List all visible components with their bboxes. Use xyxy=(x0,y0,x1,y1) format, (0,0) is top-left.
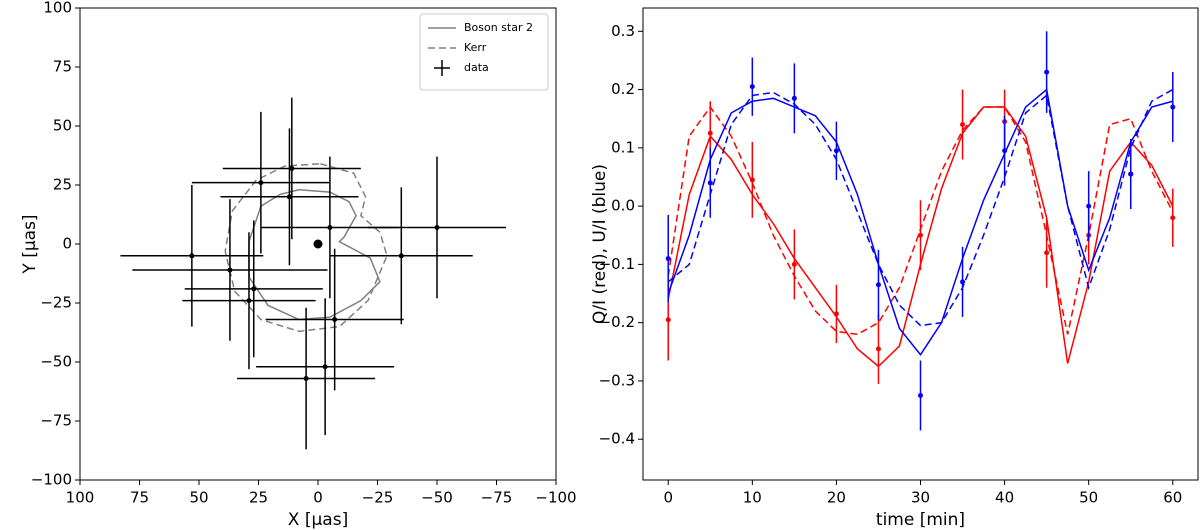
y-tick-label: −0.4 xyxy=(599,430,635,448)
y-tick-label: 0.2 xyxy=(611,80,635,98)
y-tick-label: 0.1 xyxy=(611,138,635,156)
x-tick-label: 25 xyxy=(249,489,268,507)
data-point xyxy=(918,393,923,399)
y-tick-label: 0.3 xyxy=(611,22,635,40)
data-point xyxy=(707,180,713,186)
y-tick-label: −100 xyxy=(31,471,72,489)
data-point xyxy=(227,267,233,273)
x-tick-label: 50 xyxy=(189,489,208,507)
x-tick-label: −50 xyxy=(421,489,453,507)
y-tick-label: −50 xyxy=(40,353,72,371)
x-tick-label: 60 xyxy=(1163,489,1182,507)
y-tick-label: −25 xyxy=(40,294,72,312)
data-point xyxy=(1002,148,1008,154)
data-point xyxy=(1086,203,1092,209)
x-axis-label: time [min] xyxy=(876,510,965,530)
data-point xyxy=(322,364,328,370)
x-tick-label: 10 xyxy=(743,489,762,507)
legend-label: data xyxy=(464,61,489,74)
data-point xyxy=(665,317,671,323)
x-tick-label: −100 xyxy=(535,489,576,507)
y-tick-label: −0.3 xyxy=(599,371,635,389)
data-point xyxy=(791,261,797,267)
data-point xyxy=(286,194,292,200)
data-point xyxy=(1128,171,1134,177)
data-point xyxy=(1044,69,1050,75)
model-curve xyxy=(224,163,388,333)
y-axis-label: Q/I (red), U/I (blue) xyxy=(590,164,610,324)
data-point xyxy=(327,224,333,230)
x-tick-label: 0 xyxy=(313,489,323,507)
x-tick-label: 40 xyxy=(995,489,1014,507)
axes-frame xyxy=(642,7,1199,481)
data-point xyxy=(434,224,440,230)
y-tick-label: 0 xyxy=(62,235,72,253)
y-tick-label: 0.0 xyxy=(611,197,635,215)
x-tick-label: 100 xyxy=(66,489,95,507)
y-tick-label: −0.2 xyxy=(599,313,635,331)
data-point xyxy=(791,95,797,101)
panel: 0 10 20 30 40 50 60 −0.4 −0.3 −0.2 −0.1 0.0 0.1 0.2 0.… xyxy=(590,7,1199,530)
x-axis-label: X [μas] xyxy=(288,510,348,530)
legend-label: Boson star 2 xyxy=(464,21,533,34)
data-point xyxy=(707,130,713,136)
x-tick-label: −75 xyxy=(481,489,513,507)
data-point xyxy=(875,282,881,288)
data-point xyxy=(1170,215,1176,221)
data-point xyxy=(1170,104,1176,110)
data-point xyxy=(960,279,966,285)
data-point xyxy=(918,232,923,238)
x-tick-label: 30 xyxy=(911,489,930,507)
data-point xyxy=(289,165,295,171)
y-tick-label: −75 xyxy=(40,412,72,430)
y-tick-label: −0.1 xyxy=(599,255,635,273)
axes-frame xyxy=(79,7,557,481)
data-point xyxy=(303,376,309,382)
data-point xyxy=(246,298,252,304)
panel: 100 75 50 25 0 −25 −50 −75 −100 −100 −75 −50 −25 0 25 5… xyxy=(20,0,577,530)
data-point xyxy=(251,286,257,292)
x-tick-label: 50 xyxy=(1079,489,1098,507)
data-point xyxy=(833,148,839,154)
data-point xyxy=(875,346,881,352)
x-tick-label: −25 xyxy=(362,489,394,507)
x-tick-label: 75 xyxy=(130,489,149,507)
legend-box xyxy=(419,13,549,91)
data-point xyxy=(332,317,338,323)
model-curve xyxy=(248,188,381,321)
y-tick-label: 75 xyxy=(53,58,72,76)
center-marker xyxy=(313,239,323,249)
data-point xyxy=(189,253,195,259)
data-point xyxy=(749,84,755,90)
data-point xyxy=(1044,250,1050,256)
data-point xyxy=(833,311,839,317)
y-tick-label: 100 xyxy=(43,0,72,17)
x-tick-label: 20 xyxy=(827,489,846,507)
data-point xyxy=(398,253,404,259)
y-tick-label: 50 xyxy=(53,117,72,135)
x-tick-label: 0 xyxy=(663,489,673,507)
legend-label: Kerr xyxy=(464,41,487,54)
y-axis-label: Y [μas] xyxy=(20,214,40,274)
y-tick-label: 25 xyxy=(53,176,72,194)
data-point xyxy=(960,122,966,128)
data-point xyxy=(749,177,755,183)
data-point xyxy=(665,256,671,262)
data-point xyxy=(258,180,264,186)
